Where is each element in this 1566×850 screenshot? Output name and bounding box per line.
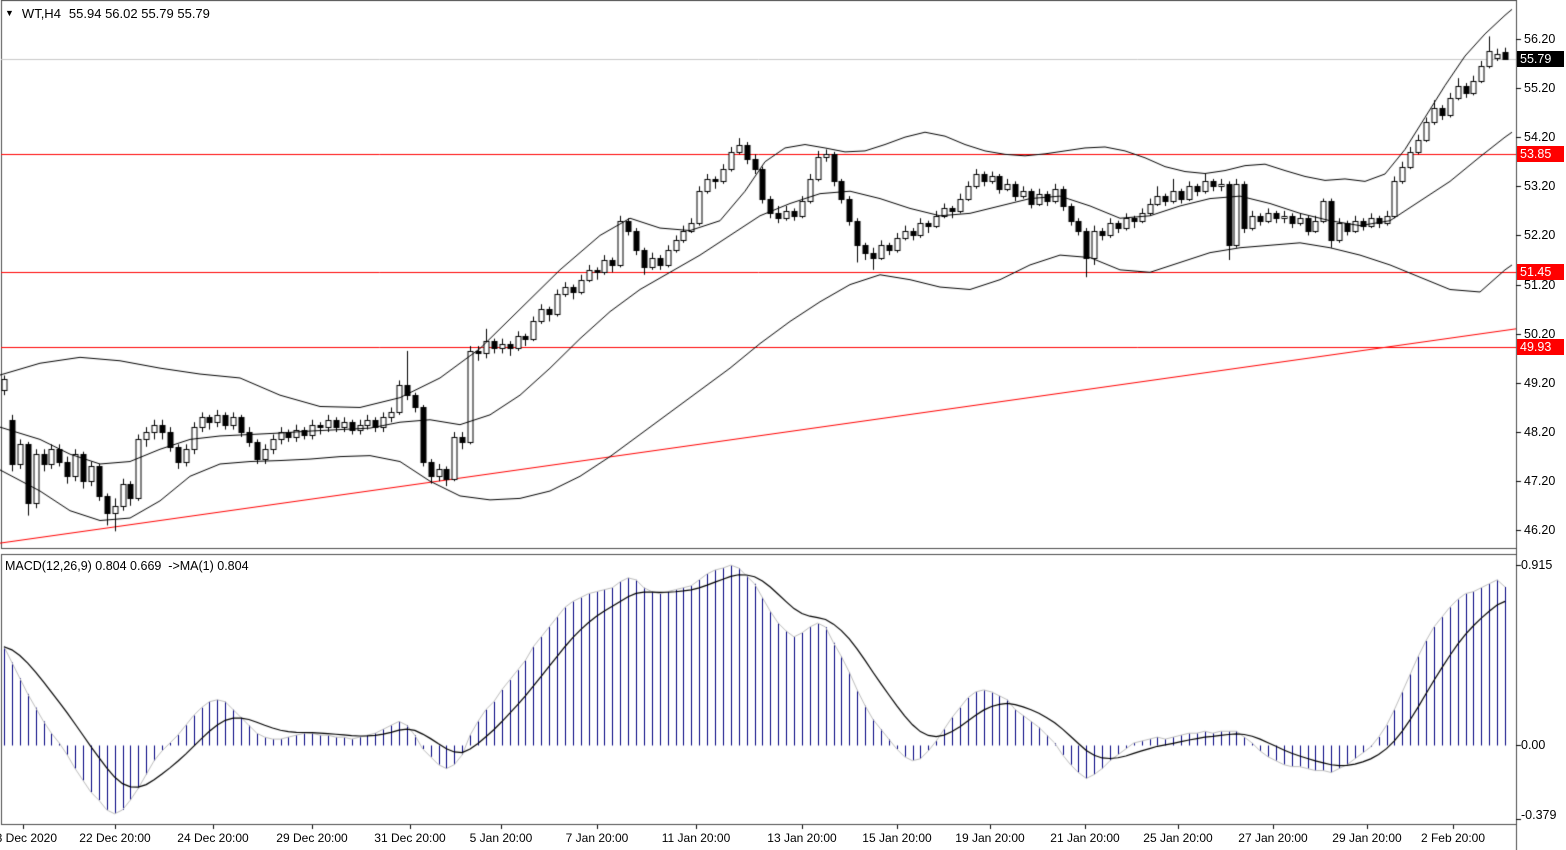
time-axis-label: 5 Jan 20:00 <box>469 831 533 845</box>
time-axis-label: 13 Jan 20:00 <box>767 831 837 845</box>
time-axis-label: 29 Jan 20:00 <box>1332 831 1402 845</box>
price-axis-label: 46.20 <box>1524 523 1556 538</box>
price-axis[interactable] <box>1516 0 1566 825</box>
time-axis-label: 25 Jan 20:00 <box>1143 831 1213 845</box>
time-axis-label: 22 Dec 20:00 <box>79 831 151 845</box>
time-axis-label: 15 Jan 20:00 <box>862 831 932 845</box>
price-axis-label: 56.20 <box>1524 31 1556 46</box>
price-badge: 51.45 <box>1517 264 1564 281</box>
price-axis-label: 55.20 <box>1524 80 1556 95</box>
price-axis-label: 47.20 <box>1524 474 1556 489</box>
macd-axis-label: 0.915 <box>1521 558 1553 573</box>
time-axis-label: 31 Dec 20:00 <box>374 831 446 845</box>
time-axis-label: 2 Feb 20:00 <box>1420 831 1486 845</box>
price-axis-label: 53.20 <box>1524 179 1556 194</box>
price-axis-label: 49.20 <box>1524 375 1556 390</box>
price-badge: 55.79 <box>1517 51 1564 67</box>
price-axis-label: 52.20 <box>1524 228 1556 243</box>
price-axis-label: 48.20 <box>1524 425 1556 440</box>
price-axis-label: 50.20 <box>1524 326 1556 341</box>
ohlc-values: 55.94 56.02 55.79 55.79 <box>68 6 210 21</box>
collapse-triangle-icon[interactable]: ▼ <box>5 8 14 18</box>
macd-indicator-label: MACD(12,26,9) 0.804 0.669 ->MA(1) 0.804 <box>5 559 249 573</box>
time-axis-label: 7 Jan 20:00 <box>565 831 629 845</box>
time-axis-label: 18 Dec 2020 <box>0 831 58 845</box>
time-axis-label: 11 Jan 20:00 <box>661 831 731 845</box>
price-badge: 49.93 <box>1517 339 1564 356</box>
price-badge: 53.85 <box>1517 146 1564 163</box>
time-axis-label: 19 Jan 20:00 <box>955 831 1025 845</box>
macd-axis-label: -0.379 <box>1521 808 1557 822</box>
price-axis-label: 51.20 <box>1524 277 1556 292</box>
chart-title: ▼ WT,H4 55.94 56.02 55.79 55.79 <box>5 6 210 21</box>
time-axis-label: 29 Dec 20:00 <box>276 831 348 845</box>
time-axis-label: 27 Jan 20:00 <box>1238 831 1308 845</box>
time-axis-label: 21 Jan 20:00 <box>1050 831 1120 845</box>
symbol-period-label: WT,H4 <box>21 6 61 21</box>
macd-axis-label: 0.00 <box>1521 738 1546 752</box>
price-axis-label: 54.20 <box>1524 130 1556 145</box>
time-axis-label: 24 Dec 20:00 <box>177 831 249 845</box>
